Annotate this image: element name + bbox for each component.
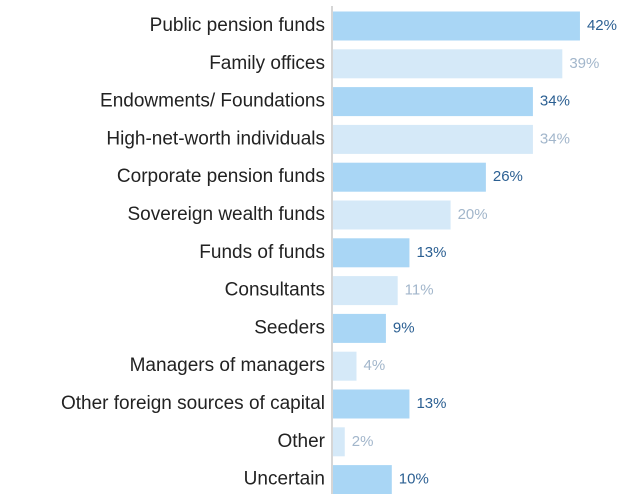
value-label: 13% <box>416 244 446 261</box>
value-label: 4% <box>364 357 386 374</box>
bar <box>333 427 345 457</box>
value-label: 26% <box>493 168 523 185</box>
bar <box>333 200 451 230</box>
value-label: 39% <box>569 55 599 72</box>
bar <box>333 313 386 343</box>
bar <box>333 351 357 381</box>
category-label: Managers of managers <box>130 355 325 376</box>
bar <box>333 124 533 154</box>
bar <box>333 238 410 268</box>
category-label: Uncertain <box>244 469 325 490</box>
category-label: Other foreign sources of capital <box>61 393 325 414</box>
bar <box>333 162 486 192</box>
bar <box>333 49 563 79</box>
value-label: 2% <box>352 433 374 450</box>
category-label: High-net-worth individuals <box>106 128 325 149</box>
bar <box>333 276 398 306</box>
bar <box>333 11 580 41</box>
bar <box>333 465 392 494</box>
category-label: Corporate pension funds <box>117 166 325 187</box>
value-label: 11% <box>405 282 434 299</box>
bar <box>333 87 533 117</box>
value-label: 20% <box>458 206 488 223</box>
value-label: 34% <box>540 130 570 147</box>
category-label: Funds of funds <box>199 242 325 263</box>
category-label: Sovereign wealth funds <box>127 204 325 225</box>
category-label: Consultants <box>225 280 325 301</box>
bar <box>333 389 410 419</box>
value-label: 9% <box>393 319 415 336</box>
category-label: Seeders <box>254 317 325 338</box>
category-label: Family offices <box>209 53 325 74</box>
category-label: Endowments/ Foundations <box>100 91 325 112</box>
value-label: 34% <box>540 93 570 110</box>
category-label: Other <box>277 431 325 452</box>
value-label: 42% <box>587 17 617 34</box>
value-label: 13% <box>416 395 446 412</box>
category-label: Public pension funds <box>150 15 325 36</box>
value-label: 10% <box>399 471 429 488</box>
